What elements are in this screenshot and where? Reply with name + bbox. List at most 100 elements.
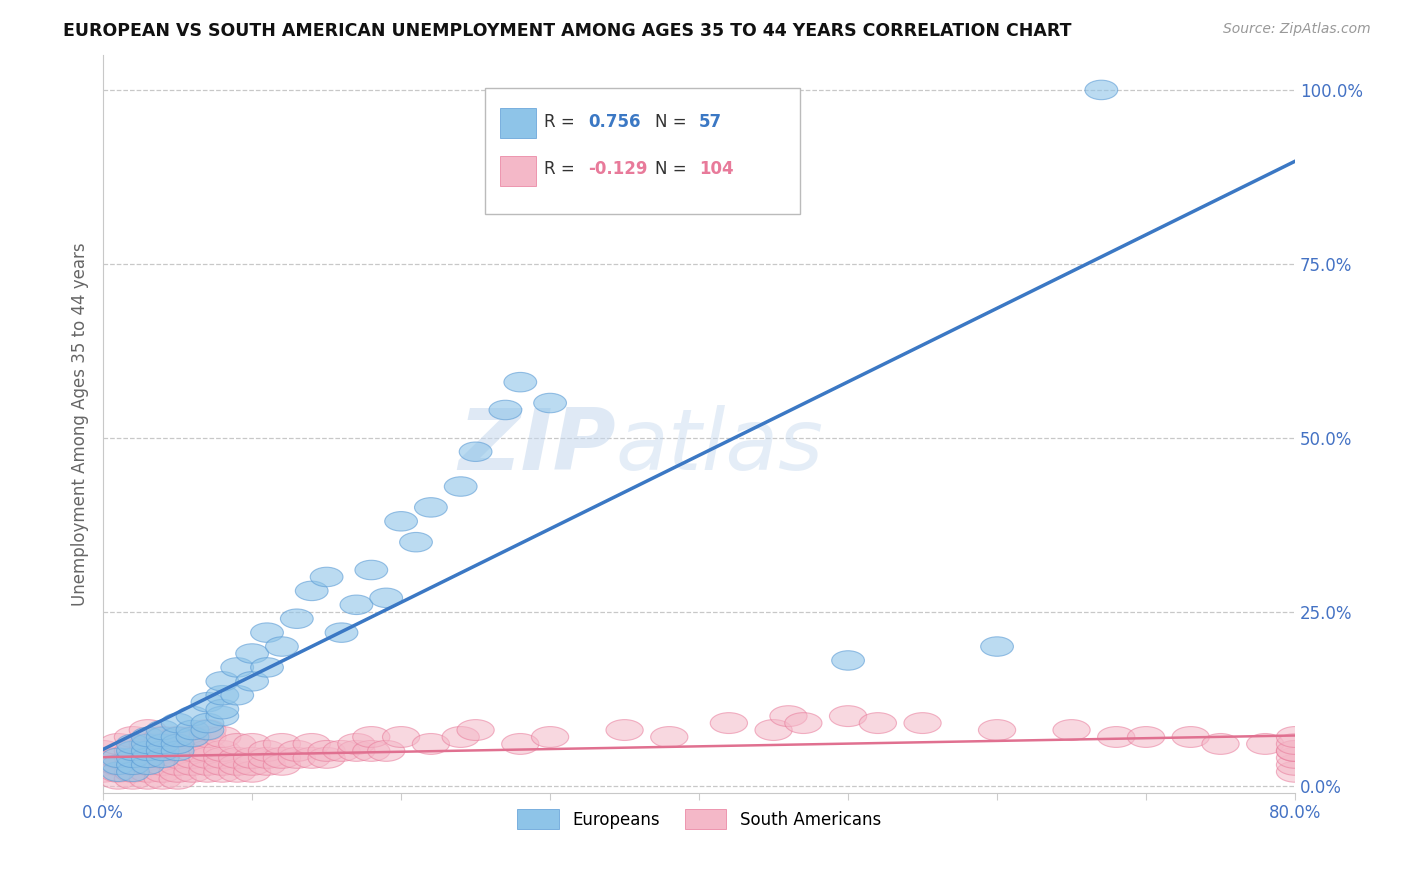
Ellipse shape bbox=[444, 477, 477, 496]
Ellipse shape bbox=[131, 748, 165, 768]
Ellipse shape bbox=[146, 721, 179, 739]
Ellipse shape bbox=[249, 747, 285, 768]
Ellipse shape bbox=[204, 762, 240, 782]
Ellipse shape bbox=[266, 637, 298, 657]
Ellipse shape bbox=[143, 768, 181, 789]
Ellipse shape bbox=[131, 727, 165, 747]
Ellipse shape bbox=[221, 686, 253, 705]
Ellipse shape bbox=[188, 720, 226, 740]
Text: R =: R = bbox=[544, 161, 581, 178]
Ellipse shape bbox=[233, 762, 271, 782]
Ellipse shape bbox=[1277, 755, 1313, 775]
Ellipse shape bbox=[131, 756, 165, 774]
Ellipse shape bbox=[1277, 740, 1313, 762]
Ellipse shape bbox=[534, 393, 567, 413]
Ellipse shape bbox=[278, 747, 315, 768]
Ellipse shape bbox=[502, 733, 538, 755]
Ellipse shape bbox=[770, 706, 807, 727]
FancyBboxPatch shape bbox=[485, 88, 800, 214]
Ellipse shape bbox=[249, 740, 285, 762]
Ellipse shape bbox=[1277, 727, 1313, 747]
Ellipse shape bbox=[188, 762, 226, 782]
Ellipse shape bbox=[337, 740, 375, 762]
Ellipse shape bbox=[250, 623, 284, 642]
Ellipse shape bbox=[904, 713, 941, 733]
Ellipse shape bbox=[204, 747, 240, 768]
Ellipse shape bbox=[785, 713, 823, 733]
Bar bbox=[501, 156, 536, 186]
Ellipse shape bbox=[117, 741, 149, 761]
Ellipse shape bbox=[146, 748, 179, 768]
Ellipse shape bbox=[340, 595, 373, 615]
Ellipse shape bbox=[832, 651, 865, 670]
Ellipse shape bbox=[353, 727, 389, 747]
Ellipse shape bbox=[457, 720, 495, 740]
Text: Source: ZipAtlas.com: Source: ZipAtlas.com bbox=[1223, 22, 1371, 37]
Ellipse shape bbox=[191, 721, 224, 739]
Ellipse shape bbox=[1053, 720, 1090, 740]
Text: 57: 57 bbox=[699, 112, 723, 130]
Ellipse shape bbox=[204, 740, 240, 762]
Ellipse shape bbox=[129, 755, 166, 775]
Ellipse shape bbox=[162, 714, 194, 733]
Ellipse shape bbox=[114, 747, 152, 768]
Ellipse shape bbox=[174, 755, 211, 775]
Ellipse shape bbox=[218, 733, 256, 755]
Ellipse shape bbox=[415, 498, 447, 517]
Ellipse shape bbox=[979, 720, 1015, 740]
Ellipse shape bbox=[101, 762, 135, 781]
Ellipse shape bbox=[117, 756, 149, 774]
Ellipse shape bbox=[143, 727, 181, 747]
Ellipse shape bbox=[100, 768, 136, 789]
Text: R =: R = bbox=[544, 112, 581, 130]
Ellipse shape bbox=[218, 762, 256, 782]
Ellipse shape bbox=[84, 740, 122, 762]
Ellipse shape bbox=[1128, 727, 1164, 747]
Ellipse shape bbox=[830, 706, 866, 727]
Ellipse shape bbox=[204, 755, 240, 775]
Ellipse shape bbox=[263, 733, 301, 755]
Ellipse shape bbox=[84, 755, 122, 775]
Ellipse shape bbox=[1085, 80, 1118, 100]
Ellipse shape bbox=[143, 755, 181, 775]
Ellipse shape bbox=[218, 755, 256, 775]
Ellipse shape bbox=[205, 686, 239, 705]
Ellipse shape bbox=[311, 567, 343, 587]
Ellipse shape bbox=[308, 747, 346, 768]
Ellipse shape bbox=[114, 740, 152, 762]
Ellipse shape bbox=[114, 727, 152, 747]
Ellipse shape bbox=[382, 727, 420, 747]
Ellipse shape bbox=[1202, 733, 1239, 755]
Ellipse shape bbox=[100, 755, 136, 775]
Ellipse shape bbox=[489, 401, 522, 420]
Text: atlas: atlas bbox=[616, 405, 824, 488]
Ellipse shape bbox=[399, 533, 433, 552]
Ellipse shape bbox=[114, 768, 152, 789]
Ellipse shape bbox=[250, 657, 284, 677]
Ellipse shape bbox=[263, 747, 301, 768]
Legend: Europeans, South Americans: Europeans, South Americans bbox=[510, 802, 887, 836]
Ellipse shape bbox=[117, 762, 149, 781]
Ellipse shape bbox=[651, 727, 688, 747]
Ellipse shape bbox=[859, 713, 897, 733]
Ellipse shape bbox=[129, 740, 166, 762]
Ellipse shape bbox=[129, 762, 166, 782]
Ellipse shape bbox=[710, 713, 748, 733]
Ellipse shape bbox=[188, 740, 226, 762]
Text: 104: 104 bbox=[699, 161, 734, 178]
Ellipse shape bbox=[176, 727, 209, 747]
Ellipse shape bbox=[117, 734, 149, 754]
Ellipse shape bbox=[460, 442, 492, 461]
Ellipse shape bbox=[412, 733, 450, 755]
Ellipse shape bbox=[367, 740, 405, 762]
Ellipse shape bbox=[249, 755, 285, 775]
Ellipse shape bbox=[263, 755, 301, 775]
Ellipse shape bbox=[100, 762, 136, 782]
Ellipse shape bbox=[606, 720, 643, 740]
Ellipse shape bbox=[236, 644, 269, 664]
Ellipse shape bbox=[129, 720, 166, 740]
Ellipse shape bbox=[233, 747, 271, 768]
Ellipse shape bbox=[1247, 733, 1284, 755]
Ellipse shape bbox=[218, 747, 256, 768]
Ellipse shape bbox=[143, 733, 181, 755]
